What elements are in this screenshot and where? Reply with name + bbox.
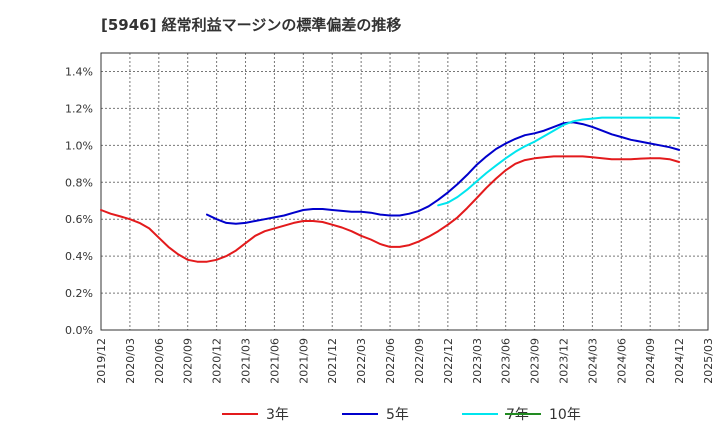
x-tick-label: 2024/03	[586, 338, 599, 384]
series-line-1	[100, 155, 681, 263]
x-tick-label: 2021/09	[297, 338, 310, 384]
y-tick-label: 1.4%	[65, 65, 93, 78]
x-tick-label: 2024/09	[644, 338, 657, 384]
legend: 3年5年7年10年	[222, 407, 581, 423]
y-tick-label: 0.6%	[65, 213, 93, 226]
series-line-3	[437, 116, 681, 207]
x-tick-label: 2020/12	[211, 338, 224, 384]
x-tick-label: 2023/12	[557, 338, 570, 384]
x-tick-label: 2021/12	[326, 338, 339, 384]
y-tick-label: 0.8%	[65, 176, 93, 189]
y-tick-label: 1.0%	[65, 139, 93, 152]
legend-label-2: 5年	[386, 407, 409, 423]
y-tick-label: 0.2%	[65, 287, 93, 300]
x-tick-label: 2023/06	[500, 338, 513, 384]
y-tick-labels: 0.0% 0.2% 0.4% 0.6% 0.8% 1.0% 1.2% 1.4%	[65, 65, 93, 337]
plot-frame	[100, 52, 709, 331]
x-tick-label: 2022/12	[442, 338, 455, 384]
x-tick-label: 2020/09	[182, 338, 195, 384]
x-tick-label: 2024/12	[673, 338, 686, 384]
grid-layer	[101, 53, 708, 330]
series-layer	[100, 116, 681, 263]
x-tick-label: 2022/09	[413, 338, 426, 384]
x-tick-label: 2023/09	[529, 338, 542, 384]
x-tick-label: 2019/12	[95, 338, 108, 384]
series-line-2	[206, 121, 681, 225]
legend-label-1: 3年	[266, 407, 289, 423]
x-tick-label: 2021/03	[240, 338, 253, 384]
legend-label-4: 10年	[549, 407, 581, 423]
chart-title: [5946] 経常利益マージンの標準偏差の推移	[101, 16, 402, 34]
x-tick-label: 2023/03	[471, 338, 484, 384]
x-tick-label: 2020/03	[124, 338, 137, 384]
x-tick-label: 2020/06	[153, 338, 166, 384]
x-tick-label: 2022/06	[384, 338, 397, 384]
x-tick-label: 2024/06	[615, 338, 628, 384]
x-tick-label: 2022/03	[355, 338, 368, 384]
y-tick-label: 1.2%	[65, 102, 93, 115]
y-tick-label: 0.0%	[65, 324, 93, 337]
x-tick-label: 2021/06	[268, 338, 281, 384]
x-tick-label: 2025/03	[702, 338, 715, 384]
y-tick-label: 0.4%	[65, 250, 93, 263]
x-tick-labels: 2019/12 2020/03 2020/06 2020/09 2020/12 2021/…	[95, 338, 715, 384]
